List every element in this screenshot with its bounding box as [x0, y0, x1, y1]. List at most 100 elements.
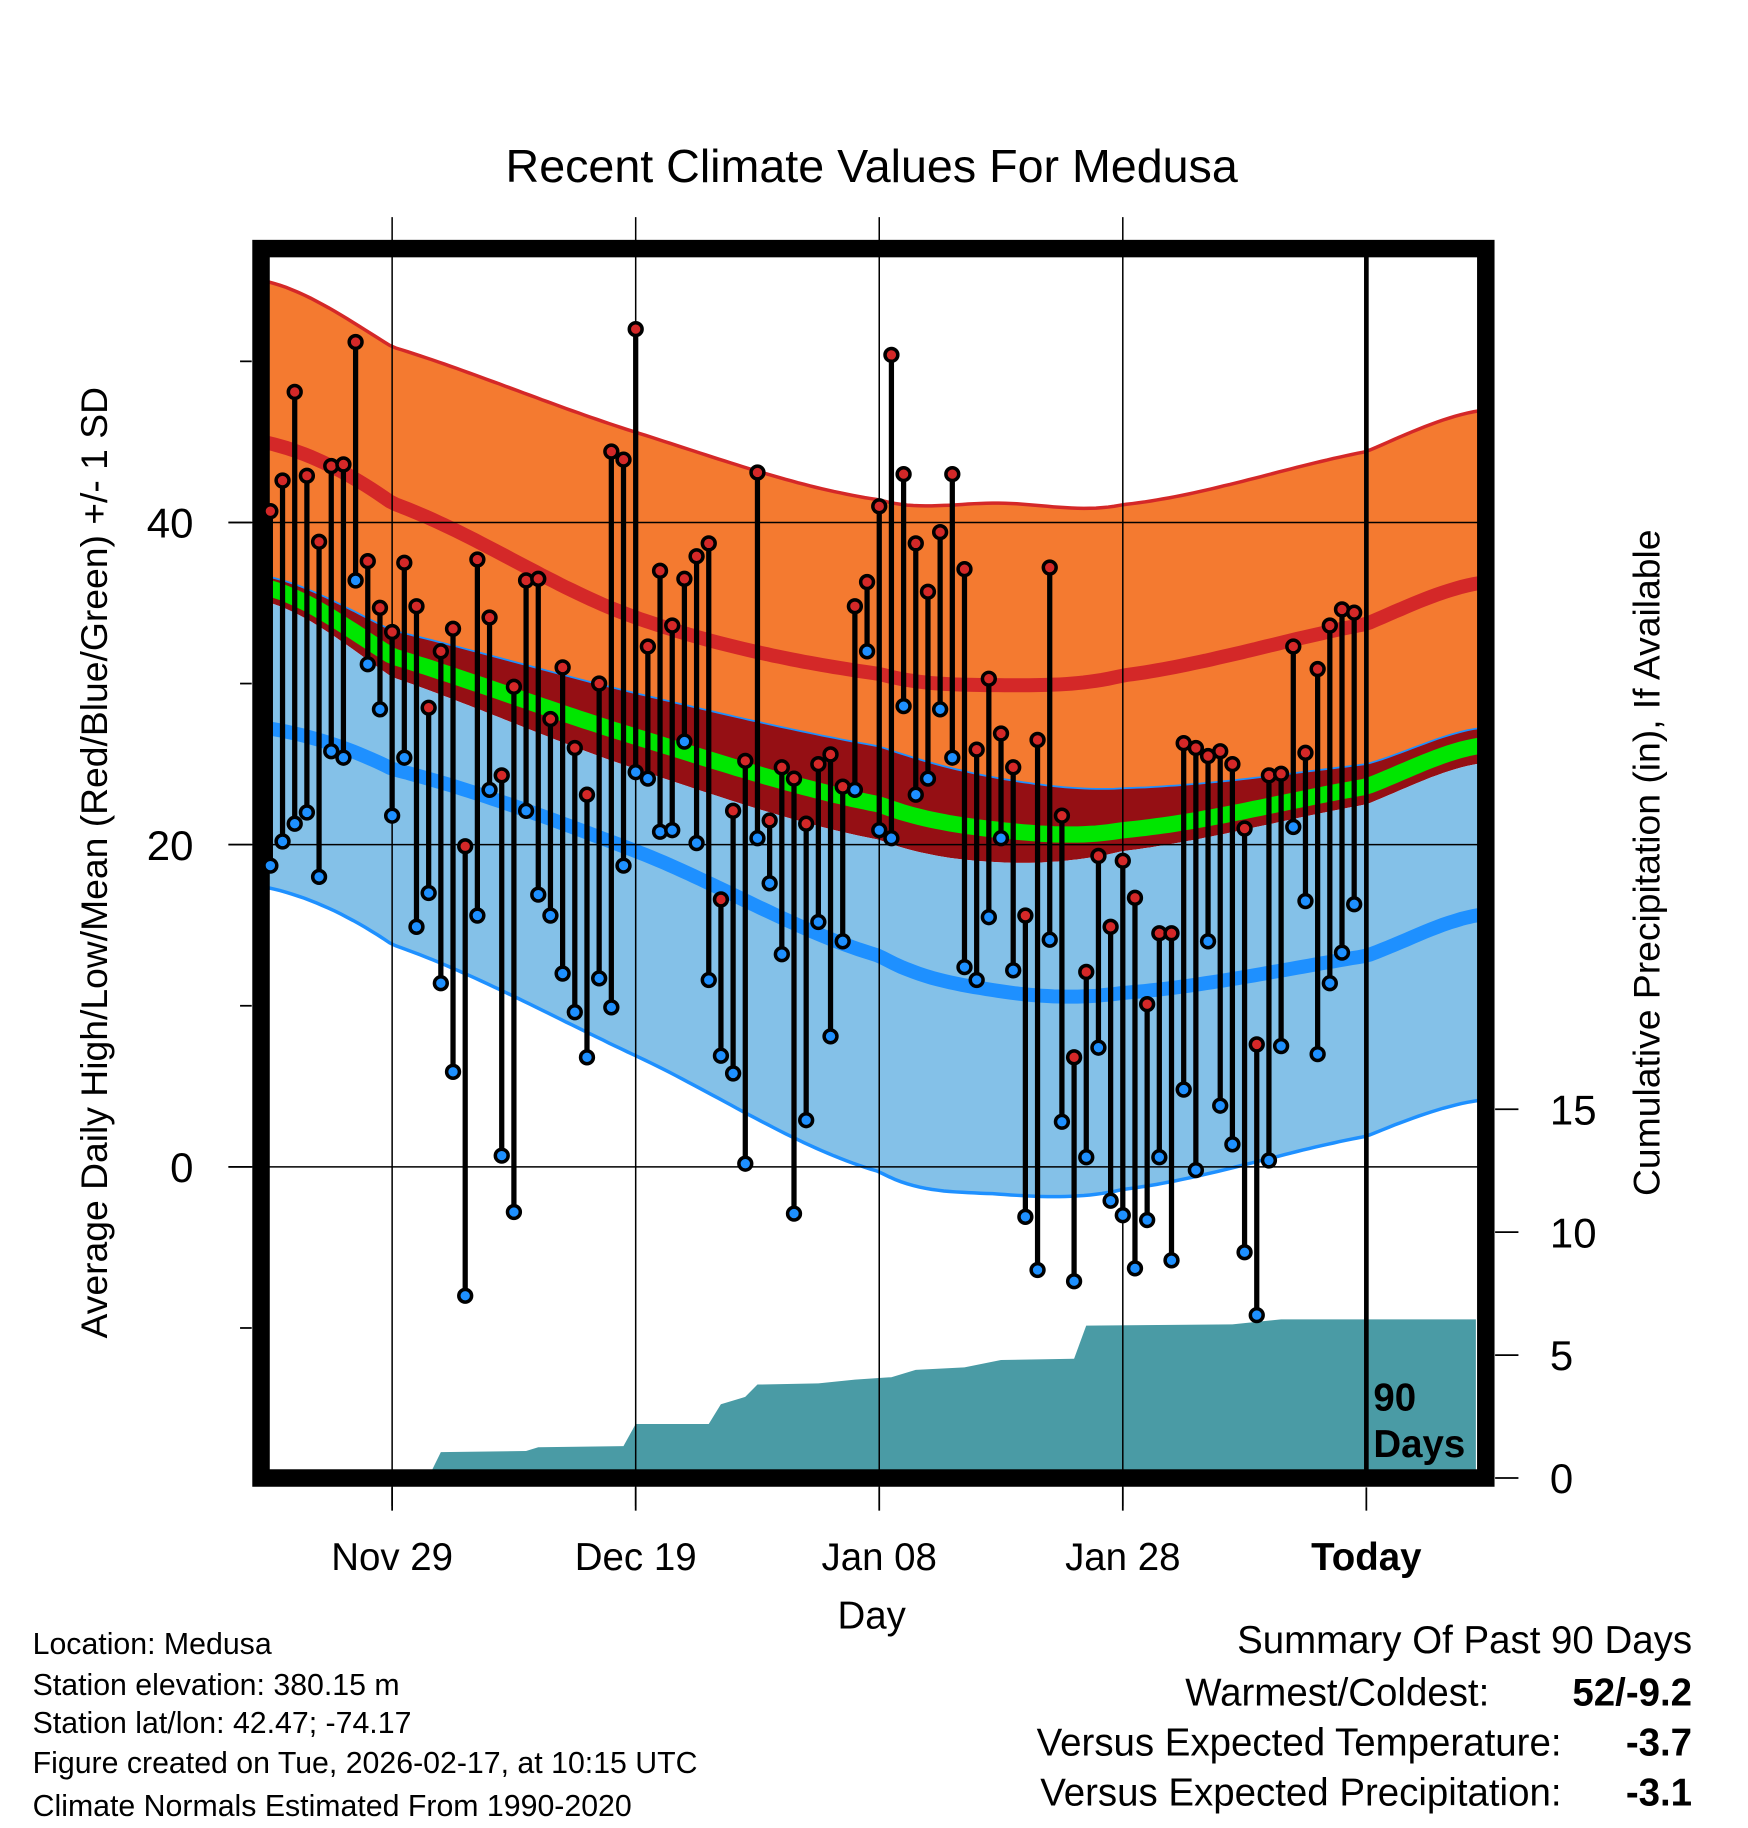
day-mark	[919, 583, 937, 787]
high-point	[262, 503, 279, 520]
low-point	[517, 802, 535, 819]
high-point	[724, 802, 742, 819]
day-mark	[1297, 744, 1314, 910]
high-point	[590, 675, 608, 692]
high-point	[712, 891, 730, 908]
y-right-tick-label: 10	[1550, 1209, 1597, 1256]
day-mark	[688, 548, 705, 852]
low-point	[1297, 892, 1314, 910]
day-mark	[432, 643, 450, 992]
day-mark	[931, 523, 949, 718]
high-point	[651, 562, 669, 579]
high-point	[603, 443, 620, 460]
low-point	[286, 815, 303, 832]
low-point	[749, 830, 766, 847]
low-point	[968, 971, 985, 989]
high-point	[396, 554, 413, 571]
low-point	[1175, 1081, 1192, 1098]
high-point	[956, 561, 973, 578]
day-mark	[298, 467, 316, 821]
high-point	[1236, 820, 1253, 837]
day-mark	[858, 573, 876, 660]
low-point	[383, 807, 401, 824]
day-mark	[907, 535, 924, 803]
x-tick-label: Jan 28	[1065, 1536, 1180, 1579]
day-mark	[603, 443, 620, 1016]
high-point	[1090, 847, 1107, 865]
low-point	[980, 909, 998, 926]
warmest-coldest-label: Warmest/Coldest:	[1185, 1671, 1489, 1714]
day-mark	[712, 891, 730, 1064]
y-right-tick-label: 15	[1550, 1086, 1597, 1133]
high-point	[335, 456, 352, 473]
high-point	[676, 570, 693, 587]
low-point	[1199, 933, 1217, 950]
high-point	[627, 320, 644, 338]
high-point	[1248, 1036, 1265, 1053]
high-point	[615, 451, 632, 468]
day-mark	[310, 533, 328, 886]
low-point	[420, 884, 437, 902]
day-mark	[444, 620, 462, 1080]
day-mark	[944, 465, 961, 766]
high-point	[1297, 744, 1314, 761]
high-point	[931, 523, 949, 541]
day-mark	[1041, 559, 1058, 948]
x-tick-label: Today	[1311, 1536, 1422, 1579]
high-point	[883, 346, 900, 364]
day-mark	[1309, 660, 1326, 1063]
day-mark	[895, 465, 912, 715]
high-point	[822, 746, 839, 763]
high-point	[968, 741, 985, 758]
high-point	[554, 659, 571, 676]
low-minus-sd-line	[269, 886, 1478, 1199]
day-mark	[359, 552, 376, 673]
low-point	[1248, 1306, 1265, 1324]
precip-departure-label: Versus Expected Precipitation:	[1040, 1771, 1561, 1814]
high-point	[1041, 559, 1058, 576]
day-mark	[992, 725, 1010, 847]
low-point	[846, 781, 864, 799]
low-point	[1187, 1161, 1205, 1179]
low-point	[1212, 1097, 1229, 1114]
high-point	[773, 759, 790, 776]
day-mark	[457, 838, 474, 1304]
low-point	[1065, 1273, 1083, 1290]
high-point	[493, 767, 510, 784]
day-mark	[578, 786, 596, 1066]
high-point	[761, 812, 778, 829]
low-point	[1151, 1149, 1168, 1166]
high-point	[1005, 759, 1022, 776]
day-mark	[1029, 731, 1046, 1279]
low-point	[1017, 1208, 1034, 1225]
daily-points	[262, 320, 1363, 1324]
low-point	[664, 822, 681, 839]
low-point	[822, 1028, 839, 1045]
low-point	[944, 749, 961, 766]
low-point	[895, 697, 912, 715]
day-mark	[347, 333, 364, 589]
normal-mean-line	[269, 579, 1478, 843]
high-point	[1163, 925, 1180, 942]
day-mark	[1017, 907, 1034, 1225]
y-tick-label: 20	[147, 822, 194, 869]
high-point	[408, 598, 425, 615]
day-mark	[773, 759, 790, 963]
high-point	[871, 498, 888, 515]
day-mark	[700, 535, 717, 989]
low-point	[737, 1155, 754, 1172]
day-mark	[639, 638, 657, 787]
low-point	[1114, 1207, 1131, 1224]
day-mark	[481, 609, 498, 799]
day-mark	[1138, 996, 1156, 1229]
high-point	[542, 710, 559, 728]
day-mark	[1078, 963, 1095, 1166]
low-point	[858, 643, 876, 660]
low-point	[1029, 1261, 1046, 1279]
day-mark	[980, 670, 998, 926]
warmest-coldest-value: 52/-9.2	[1572, 1671, 1692, 1714]
high-point	[1102, 918, 1119, 935]
day-mark	[1090, 847, 1107, 1056]
day-mark	[286, 383, 303, 832]
y-tick-label: 0	[170, 1144, 193, 1191]
